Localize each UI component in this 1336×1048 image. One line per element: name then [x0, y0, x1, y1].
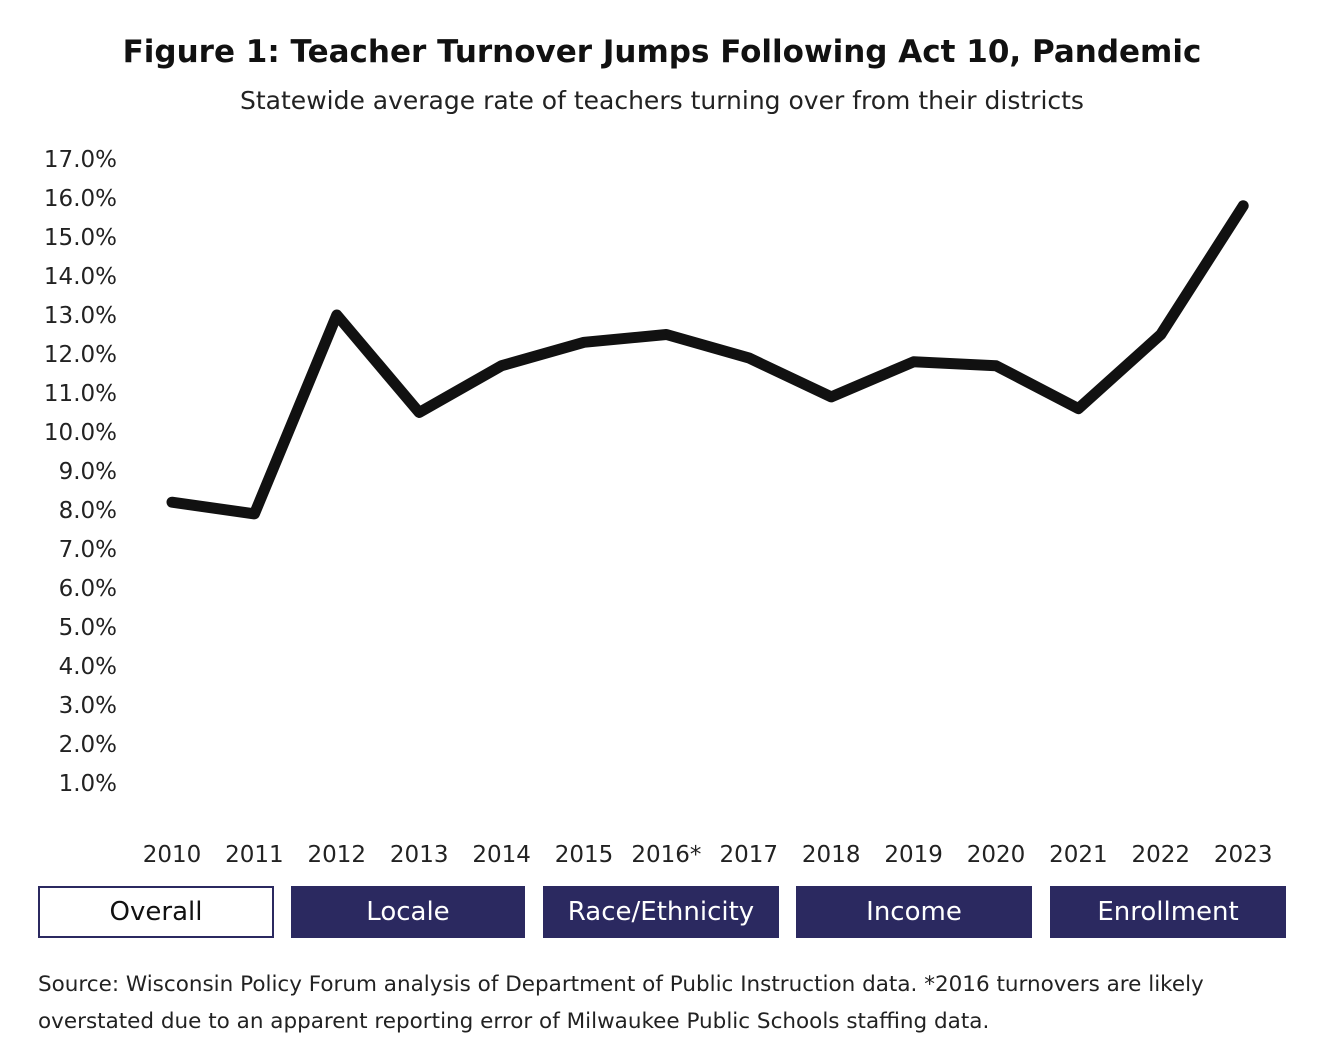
- x-tick-label: 2018: [802, 842, 861, 868]
- tab-enrollment[interactable]: Enrollment: [1050, 886, 1286, 938]
- tab-locale[interactable]: Locale: [291, 886, 525, 938]
- x-tick-label: 2021: [1049, 842, 1108, 868]
- x-tick-label: 2019: [884, 842, 943, 868]
- data-point: [1159, 333, 1162, 336]
- y-tick-label: 17.0%: [44, 147, 117, 173]
- data-point: [253, 512, 256, 515]
- data-point: [1242, 204, 1245, 207]
- line-chart: 1.0% 2.0% 3.0% 4.0% 5.0% 6.0% 7.0% 8.0% 9.0% 10.0…: [44, 147, 1273, 868]
- x-tick-label: 2012: [308, 842, 367, 868]
- y-tick-label: 5.0%: [59, 615, 117, 641]
- y-tick-label: 14.0%: [44, 264, 117, 290]
- x-tick-label: 2010: [143, 842, 202, 868]
- y-tick-label: 2.0%: [59, 732, 117, 758]
- breakdown-tabs: Overall Locale Race/Ethnicity Income Enr…: [38, 886, 1286, 938]
- x-tick-label: 2023: [1214, 842, 1273, 868]
- tab-overall[interactable]: Overall: [38, 886, 274, 938]
- x-tick-label: 2011: [225, 842, 284, 868]
- data-point: [1077, 407, 1080, 410]
- y-tick-label: 4.0%: [59, 654, 117, 680]
- data-point: [335, 314, 338, 316]
- y-tick-label: 11.0%: [44, 381, 117, 407]
- data-point: [583, 341, 585, 344]
- tab-income[interactable]: Income: [796, 886, 1032, 938]
- y-tick-label: 16.0%: [44, 186, 117, 212]
- y-tick-label: 15.0%: [44, 225, 117, 251]
- x-tick-label: 2017: [720, 842, 779, 868]
- data-point: [665, 333, 668, 336]
- y-tick-label: 1.0%: [59, 771, 117, 797]
- data-point: [830, 395, 833, 398]
- data-point: [500, 364, 503, 367]
- x-tick-label: 2016*: [631, 842, 701, 868]
- x-axis: 2010 2011 2012 2013 2014 2015 2016* 2017 2018 201…: [143, 842, 1273, 868]
- y-tick-label: 7.0%: [59, 537, 117, 563]
- x-tick-label: 2020: [967, 842, 1026, 868]
- y-tick-label: 13.0%: [44, 303, 117, 329]
- chart-title: Figure 1: Teacher Turnover Jumps Followi…: [122, 34, 1202, 70]
- y-tick-label: 3.0%: [59, 693, 117, 719]
- y-tick-label: 6.0%: [59, 576, 117, 602]
- x-tick-label: 2015: [555, 842, 614, 868]
- y-tick-label: 9.0%: [59, 459, 117, 485]
- y-tick-label: 8.0%: [59, 498, 117, 524]
- data-point: [747, 356, 750, 359]
- chart-subtitle: Statewide average rate of teachers turni…: [240, 86, 1084, 115]
- x-tick-label: 2022: [1132, 842, 1191, 868]
- y-tick-label: 10.0%: [44, 420, 117, 446]
- source-note: Source: Wisconsin Policy Forum analysis …: [38, 972, 1204, 1034]
- data-point: [912, 360, 915, 363]
- data-point: [418, 411, 421, 414]
- data-point: [171, 501, 173, 504]
- data-point: [995, 364, 997, 367]
- series-layer: [166, 200, 1249, 520]
- series-line: [166, 200, 1249, 520]
- x-tick-label: 2013: [390, 842, 449, 868]
- y-axis: 1.0% 2.0% 3.0% 4.0% 5.0% 6.0% 7.0% 8.0% 9.0% 10.0…: [44, 147, 117, 797]
- x-tick-label: 2014: [472, 842, 531, 868]
- tab-race-ethnicity[interactable]: Race/Ethnicity: [543, 886, 779, 938]
- y-tick-label: 12.0%: [44, 342, 117, 368]
